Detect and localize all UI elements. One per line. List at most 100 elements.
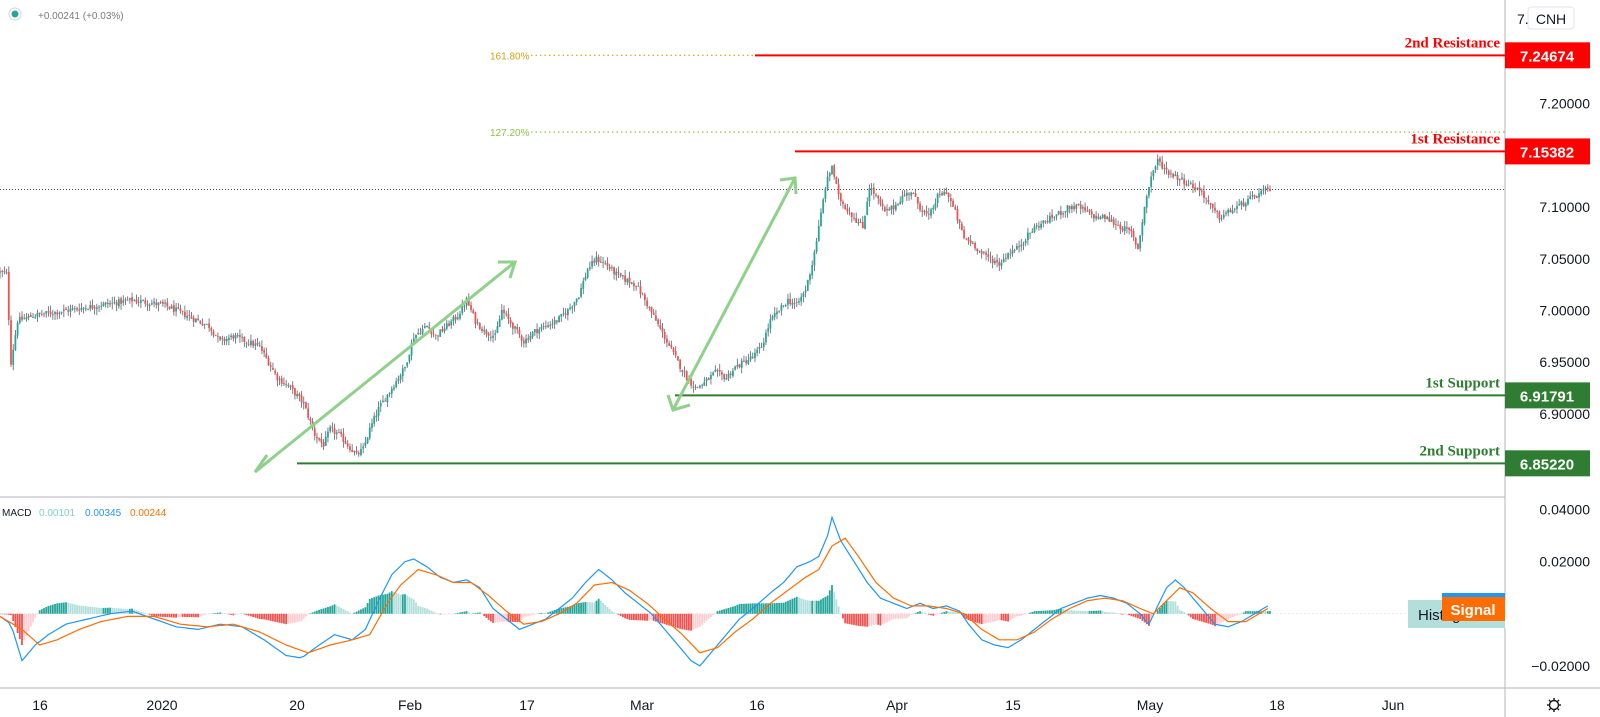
candle-down (247, 343, 250, 345)
macd-histogram-bar (340, 607, 343, 614)
candle-up (580, 287, 582, 297)
candle-down (635, 285, 638, 287)
candle-down (908, 193, 910, 195)
candle-down (1037, 226, 1040, 228)
macd-histogram-bar (338, 606, 340, 614)
candle-up (1139, 235, 1142, 249)
macd-histogram-bar (945, 611, 948, 614)
macd-histogram-bar (0, 613, 1, 615)
macd-histogram-bar (492, 613, 494, 623)
macd-histogram-bar (1170, 601, 1172, 614)
macd-histogram-bar (696, 613, 699, 628)
candle-down (115, 302, 118, 306)
macd-histogram-bar (65, 602, 67, 614)
macd-histogram-bar (855, 613, 858, 626)
macd-histogram-bar (1183, 612, 1186, 614)
candle-down (485, 330, 488, 335)
candle-up (1141, 222, 1144, 236)
macd-histogram-bar (919, 611, 921, 614)
candle-down (76, 308, 78, 310)
macd-histogram-bar (694, 613, 697, 629)
macd-histogram-bar (25, 613, 28, 636)
candle-up (886, 208, 888, 211)
candle-down (980, 250, 983, 254)
candle-down (522, 340, 525, 344)
macd-histogram-bar (853, 613, 855, 626)
macd-histogram-bar (544, 613, 547, 614)
macd-histogram-bar (1229, 613, 1232, 619)
macd-histogram-bar (280, 613, 283, 624)
macd-histogram-bar (201, 613, 204, 616)
candle-up (285, 383, 288, 385)
candle-down (1167, 170, 1170, 175)
candle-up (302, 402, 305, 404)
macd-histogram-bar (263, 613, 266, 620)
candle-down (338, 432, 340, 433)
candle-up (549, 324, 552, 327)
macd-histogram-bar (1002, 613, 1005, 621)
macd-histogram-bar (815, 600, 818, 614)
macd-histogram-bar (1238, 613, 1241, 615)
macd-histogram-bar (672, 613, 675, 627)
gear-icon[interactable] (1547, 698, 1561, 712)
trend-arrow-head (253, 454, 271, 474)
macd-histogram-bar (683, 613, 686, 630)
candle-down (49, 311, 52, 315)
candle-down (991, 258, 994, 264)
macd-histogram-bar (342, 609, 345, 614)
macd-histogram-bar (1053, 609, 1056, 614)
candle-down (696, 386, 699, 388)
candle-up (423, 326, 426, 329)
candle-up (626, 278, 629, 282)
time-axis[interactable]: 16 2020 20 Feb 17 Mar 16 Apr 15 May 18 Jun (32, 697, 1404, 713)
macd-histogram-bar (621, 613, 624, 618)
candle-up (1040, 223, 1042, 228)
candle-down (1112, 219, 1115, 225)
symbol-badge[interactable] (1527, 6, 1575, 30)
time-tick-label: Feb (398, 697, 422, 713)
candle-down (126, 299, 129, 301)
macd-histogram-bar (738, 603, 741, 614)
macd-histogram-bar (828, 590, 831, 614)
candle-down (1060, 211, 1062, 215)
macd-histogram-bar (586, 602, 589, 614)
macd-histogram-bar (632, 613, 635, 621)
candle-up (401, 368, 404, 377)
macd-histogram-bar (1192, 613, 1194, 619)
macd-histogram-bar (27, 613, 30, 632)
candle-down (472, 310, 475, 313)
candle-down (349, 446, 351, 451)
macd-zero-label-mask (1505, 600, 1600, 628)
candle-down (903, 194, 906, 196)
candle-up (701, 384, 704, 386)
candle-down (10, 320, 12, 365)
candle-down (161, 301, 164, 304)
candle-down (239, 335, 241, 337)
macd-histogram-bar (921, 612, 924, 614)
macd-histogram-bar (791, 598, 794, 614)
candle-up (899, 201, 902, 205)
macd-histogram-bar (346, 611, 349, 614)
macd-histogram-bar (1174, 601, 1177, 614)
candle-up (1099, 217, 1102, 220)
macd-histogram-bar (850, 613, 853, 625)
candle-up (366, 437, 369, 444)
candle-down (489, 336, 492, 338)
candle-down (897, 204, 899, 205)
candle-down (888, 209, 891, 211)
macd-histogram-bar (139, 611, 142, 614)
time-tick-label: 2020 (146, 697, 177, 713)
macd-histogram-bar (954, 612, 957, 614)
macd-histogram-bar (232, 613, 235, 616)
macd-histogram-bar (628, 613, 631, 620)
candle-down (1018, 246, 1020, 248)
macd-histogram-bar (756, 603, 759, 614)
macd-histogram-bar (456, 612, 459, 614)
candle-up (382, 400, 384, 403)
candle-down (859, 222, 862, 223)
macd-histogram-bar (73, 604, 76, 614)
candle-up (538, 329, 541, 334)
macd-tick-label: −0.02000 (1531, 658, 1590, 674)
